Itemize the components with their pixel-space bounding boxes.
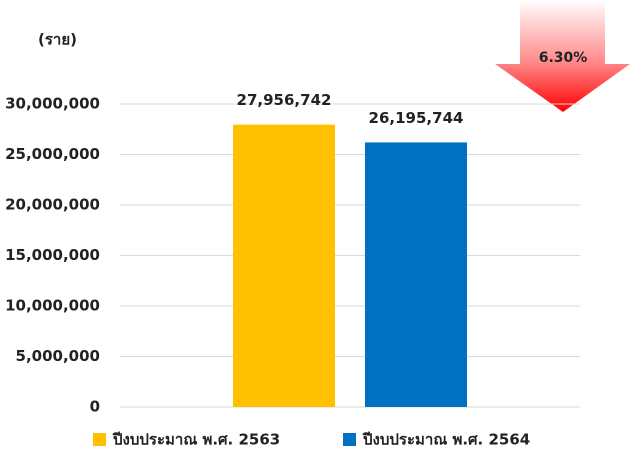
y-tick-label: 20,000,000 [5, 196, 100, 214]
down-arrow [495, 0, 630, 112]
y-tick-label: 10,000,000 [5, 297, 100, 315]
legend-swatch [343, 433, 356, 446]
legend-label: ปีงบประมาณ พ.ศ. 2564 [362, 431, 530, 449]
y-tick-label: 5,000,000 [16, 347, 100, 365]
y-tick-label: 25,000,000 [5, 145, 100, 163]
annotation: 6.30% [539, 50, 588, 66]
value-label: 26,195,744 [369, 109, 464, 127]
value-label: 27,956,742 [237, 91, 332, 109]
y-tick-label: 0 [90, 398, 100, 416]
bar [233, 124, 335, 408]
bar [365, 142, 467, 408]
y-tick-label: 30,000,000 [5, 95, 100, 113]
legend-label: ปีงบประมาณ พ.ศ. 2563 [112, 431, 280, 449]
y-axis-label: (ราย) [38, 31, 77, 49]
legend-swatch [93, 433, 106, 446]
y-tick-label: 15,000,000 [5, 246, 100, 264]
